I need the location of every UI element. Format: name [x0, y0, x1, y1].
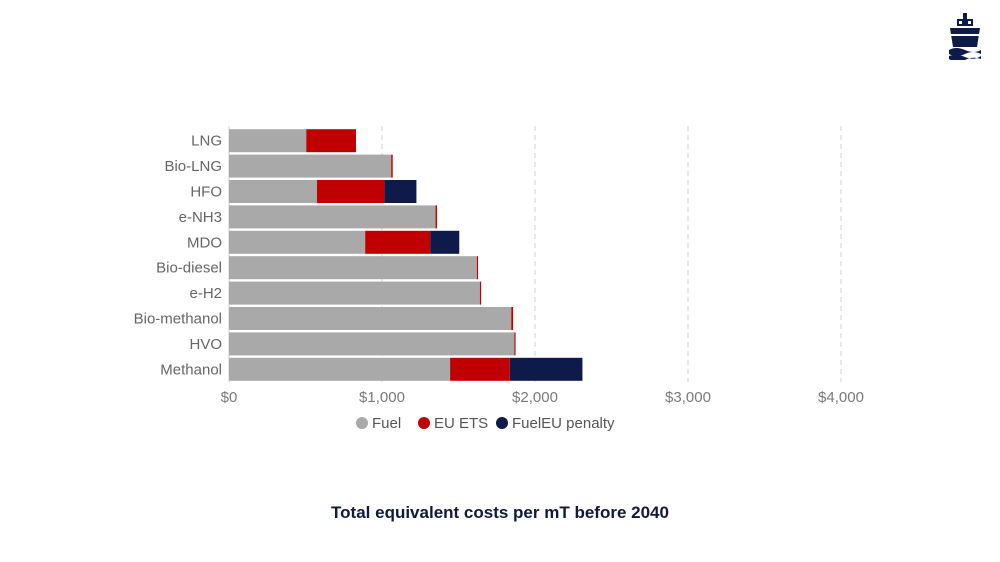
- legend-marker-fuel: [356, 417, 368, 429]
- x-tick-label: $3,000: [665, 389, 711, 406]
- category-labels: LNG Bio-LNG HFO e-NH3 MDO Bio-diesel e-H2 Bio-m…: [134, 133, 222, 379]
- bar-segment-eu-ets: [316, 180, 385, 203]
- bar-segment-eu-ets: [479, 281, 482, 305]
- bar-segment-eu-ets: [391, 154, 393, 178]
- category-label: Bio-methanol: [134, 311, 222, 328]
- bars: [229, 129, 583, 381]
- category-label: Bio-diesel: [156, 260, 222, 277]
- x-tick-label: $2,000: [512, 389, 558, 406]
- x-tick-label: $1,000: [359, 389, 405, 406]
- bar-segment-fuel: [229, 357, 451, 381]
- bar-segment-eu-ets: [514, 332, 516, 356]
- category-label: e-H2: [189, 285, 222, 302]
- bar-segment-fuel: [229, 154, 392, 178]
- bar-segment-eu-ets: [450, 357, 510, 381]
- bar-segment-eu-ets: [306, 129, 356, 153]
- bar-segment-fuel: [229, 180, 317, 203]
- category-label: MDO: [187, 234, 222, 251]
- bar-segment-fuel: [229, 129, 307, 153]
- x-tick-label: $0: [221, 389, 238, 406]
- legend-marker-eu-ets: [418, 417, 430, 429]
- chart-caption: Total equivalent costs per mT before 204…: [331, 503, 669, 522]
- legend-marker-fueleu-penalty: [496, 417, 508, 429]
- category-label: LNG: [191, 133, 222, 150]
- bar-segment-eu-ets: [365, 230, 431, 254]
- bar-segment-fueleu-penalty: [384, 180, 417, 203]
- bar-segment-eu-ets: [476, 256, 479, 280]
- legend: Fuel EU ETS FuelEU penalty: [356, 415, 615, 432]
- bar-segment-fuel: [229, 332, 515, 356]
- category-label: HFO: [190, 184, 222, 201]
- x-tick-label: $4,000: [818, 389, 864, 406]
- bar-segment-fuel: [229, 205, 436, 229]
- legend-label: FuelEU penalty: [512, 415, 615, 432]
- bar-segment-fueleu-penalty: [430, 230, 460, 254]
- category-label: Bio-LNG: [164, 158, 222, 175]
- bar-segment-fueleu-penalty: [509, 357, 583, 381]
- legend-label: Fuel: [372, 415, 401, 432]
- ship-icon: [948, 13, 982, 60]
- bar-segment-fuel: [229, 281, 480, 305]
- bar-segment-eu-ets: [435, 205, 438, 229]
- category-label: HVO: [189, 336, 222, 353]
- category-label: e-NH3: [179, 209, 222, 226]
- bar-segment-fuel: [229, 256, 477, 280]
- bar-segment-fuel: [229, 230, 366, 254]
- bar-segment-fuel: [229, 307, 512, 330]
- bar-segment-eu-ets: [511, 307, 514, 330]
- legend-label: EU ETS: [434, 415, 488, 432]
- category-label: Methanol: [160, 361, 222, 378]
- x-axis-tick-labels: $0 $1,000 $2,000 $3,000 $4,000: [221, 389, 864, 406]
